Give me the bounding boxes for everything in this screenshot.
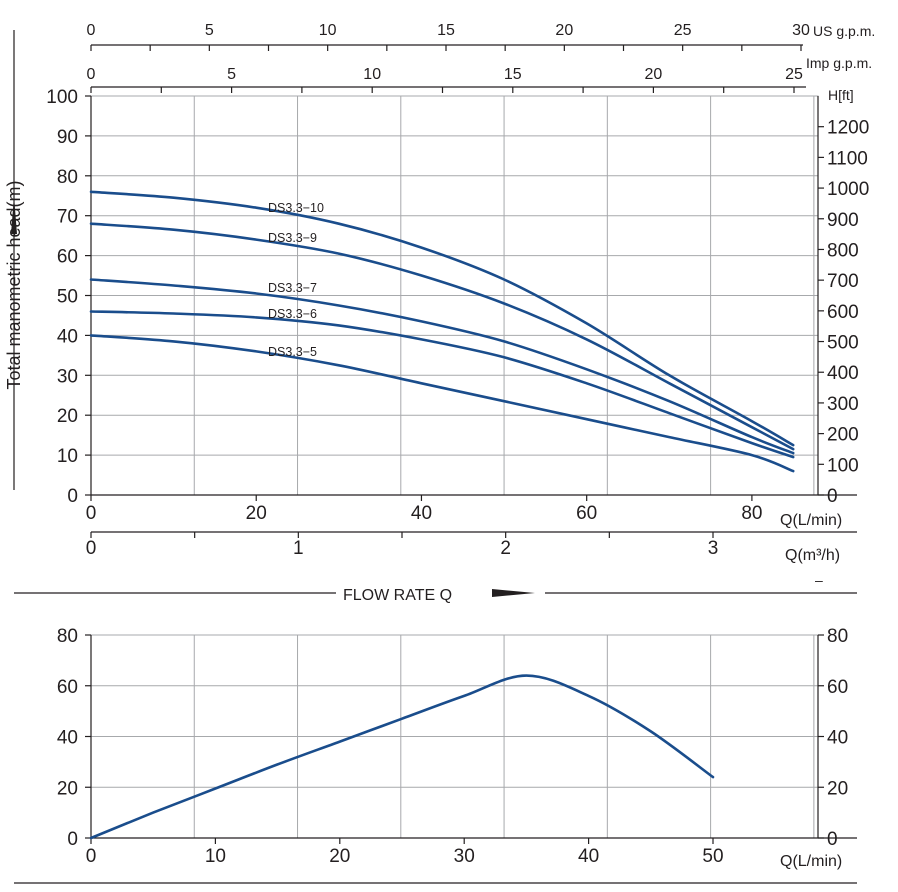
imp-gpm-tick-label: 5: [227, 66, 236, 83]
x-tick-label: 40: [411, 503, 432, 524]
y-tick-label: 60: [57, 247, 78, 268]
x-tick-label-bottom: 40: [578, 846, 599, 867]
imp-gpm-tick-label: 20: [645, 66, 663, 83]
m3h-tick-label: 1: [293, 538, 304, 559]
y-tick-label-bottom: 80: [57, 626, 78, 647]
us-gpm-tick-label: 30: [792, 22, 810, 39]
curve-label: DS3.3−6: [268, 307, 317, 321]
y-tick-label: 20: [57, 406, 78, 427]
x-tick-label: 80: [741, 503, 762, 524]
m3h-tick-label: 3: [708, 538, 719, 559]
us-gpm-tick-label: 10: [319, 22, 337, 39]
curve-label: DS3.3−7: [268, 281, 317, 295]
text-layer: 0102030405060708090100010020030040050060…: [46, 22, 869, 867]
us-gpm-tick-label: 15: [437, 22, 455, 39]
y-axis-label: Total manometric head(m): [4, 180, 24, 389]
y2-tick-label: 100: [827, 455, 859, 476]
y-tick-label: 100: [46, 87, 78, 108]
y-tick-label: 0: [67, 486, 78, 507]
y2-tick-label: 1200: [827, 118, 869, 139]
curves-layer: [89, 190, 795, 840]
y2-tick-label: 400: [827, 363, 859, 384]
grid-layer: [90, 95, 819, 839]
y2-tick-label: 0: [827, 486, 838, 507]
x-axis-label-lmin: Q(L/min): [780, 512, 842, 529]
y2-tick-label: 1100: [827, 148, 868, 169]
y2-tick-label-bottom: 20: [827, 778, 848, 799]
imp-gpm-tick-label: 10: [363, 66, 381, 83]
y2-tick-label: 900: [827, 210, 859, 231]
us-gpm-tick-label: 20: [555, 22, 573, 39]
us-gpm-tick-label: 0: [87, 22, 96, 39]
x-tick-label-bottom: 10: [205, 846, 226, 867]
y2-tick-label: 300: [827, 394, 859, 415]
curve-ds3-3-6: [89, 310, 795, 459]
y2-tick-label: 500: [827, 333, 859, 354]
y-tick-label: 30: [57, 366, 78, 387]
y2-axis-label: H[ft]: [828, 87, 854, 103]
curve-ds3-3-9: [89, 222, 795, 451]
y2-tick-label: 1000: [827, 179, 869, 200]
y-tick-label: 80: [57, 167, 78, 188]
axes-layer: [11, 30, 857, 884]
y2-tick-label: 200: [827, 425, 859, 446]
y2-tick-label-bottom: 80: [827, 626, 848, 647]
y-tick-label: 90: [57, 127, 78, 148]
imp-gpm-tick-label: 15: [504, 66, 522, 83]
ylabel-arrow-icon: [11, 196, 17, 234]
x-tick-label: 0: [86, 503, 97, 524]
efficiency-curve: [89, 674, 715, 840]
y2-tick-label-bottom: 40: [827, 728, 848, 749]
x-tick-label-bottom: 20: [329, 846, 350, 867]
flow-arrow-icon: [492, 589, 535, 597]
x-tick-label-bottom: 50: [702, 846, 723, 867]
curve-ds3-3-7: [89, 278, 795, 455]
x-axis-label-imp-gpm: Imp g.p.m.: [806, 55, 872, 71]
y2-tick-label: 700: [827, 271, 859, 292]
y-tick-label: 70: [57, 207, 78, 228]
x-tick-label-bottom: 0: [86, 846, 97, 867]
y2-tick-label: 600: [827, 302, 859, 323]
us-gpm-tick-label: 25: [674, 22, 692, 39]
curve-label: DS3.3−10: [268, 201, 324, 215]
curve-ds3-3-10: [89, 190, 795, 447]
x-axis-label-us-gpm: US g.p.m.: [813, 23, 875, 39]
y2-tick-label-bottom: 0: [827, 829, 838, 850]
y-tick-label: 50: [57, 287, 78, 308]
x-axis-label-m3h: Q(m³/h): [785, 547, 840, 564]
x-tick-label-bottom: 30: [454, 846, 475, 867]
x-tick-label: 20: [246, 503, 267, 524]
flow-rate-label: FLOW RATE Q: [343, 587, 452, 604]
m3h-tick-label: 0: [86, 538, 97, 559]
imp-gpm-tick-label: 25: [785, 66, 803, 83]
y-tick-label-bottom: 60: [57, 677, 78, 698]
curve-ds3-3-5: [89, 334, 795, 473]
y-tick-label: 40: [57, 326, 78, 347]
dash-mark: –: [815, 572, 823, 588]
y-tick-label-bottom: 0: [67, 829, 78, 850]
curve-label: DS3.3−9: [268, 231, 317, 245]
curve-label: DS3.3−5: [268, 345, 317, 359]
us-gpm-tick-label: 5: [205, 22, 214, 39]
y-tick-label-bottom: 40: [57, 728, 78, 749]
x-tick-label: 60: [576, 503, 597, 524]
x-axis-label-bottom: Q(L/min): [780, 853, 842, 870]
m3h-tick-label: 2: [500, 538, 511, 559]
y2-tick-label: 800: [827, 240, 859, 261]
y2-tick-label-bottom: 60: [827, 677, 848, 698]
y-tick-label: 10: [57, 446, 78, 467]
y-tick-label-bottom: 20: [57, 778, 78, 799]
imp-gpm-tick-label: 0: [87, 66, 96, 83]
